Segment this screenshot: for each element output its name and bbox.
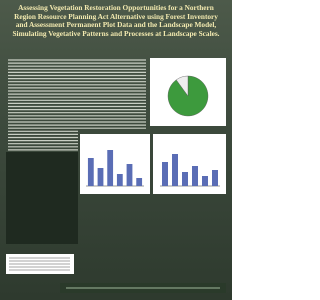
bar: [192, 166, 198, 186]
poster: Assessing Vegetation Restoration Opportu…: [0, 0, 232, 300]
bar: [162, 162, 168, 186]
bar: [212, 170, 218, 186]
poster-graphics: [6, 58, 226, 293]
poster-title: Assessing Vegetation Restoration Opportu…: [12, 3, 220, 38]
bar: [116, 174, 123, 186]
photo: [6, 152, 78, 244]
bar: [107, 150, 114, 186]
bar: [97, 168, 104, 186]
bar: [136, 178, 143, 186]
pie-slice: [175, 75, 189, 97]
bar: [126, 164, 133, 186]
bar: [182, 172, 188, 186]
bar: [202, 176, 208, 186]
bar: [87, 158, 94, 186]
bar: [172, 154, 178, 186]
